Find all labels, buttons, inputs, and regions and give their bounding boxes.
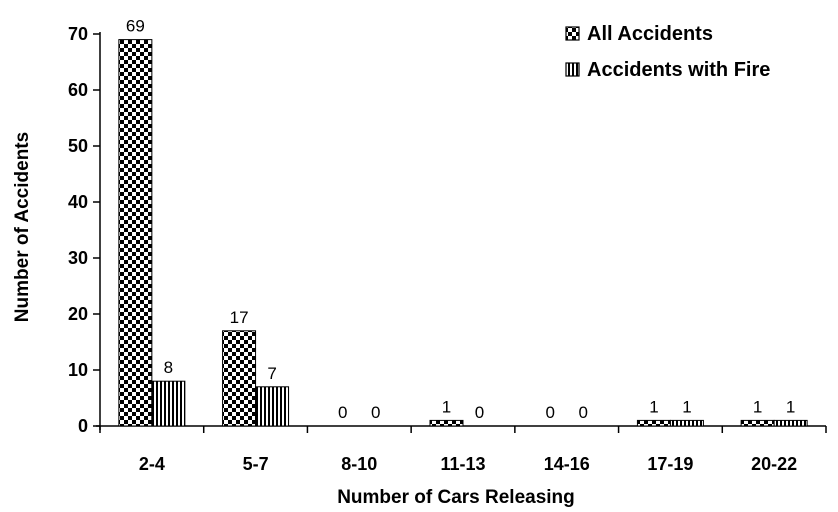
data-label: 0 [578, 403, 587, 422]
x-axis-title: Number of Cars Releasing [337, 487, 575, 508]
data-label: 7 [267, 364, 276, 383]
data-label: 1 [649, 397, 658, 416]
y-tick-label: 20 [68, 304, 88, 324]
x-tick-label: 2-4 [139, 454, 165, 474]
legend-swatch [565, 26, 580, 41]
data-label: 0 [338, 403, 347, 422]
y-tick-label: 60 [68, 80, 88, 100]
data-label: 0 [545, 403, 554, 422]
y-tick-label: 0 [78, 416, 88, 436]
bar-all-accidents [118, 39, 153, 427]
data-label: 1 [786, 397, 795, 416]
data-label: 8 [164, 358, 173, 377]
x-tick-label: 8-10 [341, 454, 377, 474]
x-tick-label: 11-13 [440, 454, 485, 474]
x-tick-label: 5-7 [243, 454, 269, 474]
y-tick-label: 50 [68, 136, 88, 156]
y-tick-label: 10 [68, 360, 88, 380]
legend: All Accidents Accidents with Fire [565, 23, 770, 81]
data-label: 1 [682, 397, 691, 416]
data-label: 69 [126, 17, 145, 36]
bar-accidents-with-fire [669, 419, 704, 427]
data-label: 0 [475, 403, 484, 422]
y-tick-label: 70 [68, 24, 88, 44]
y-axis-title: Number of Accidents [12, 132, 33, 322]
data-label: 0 [371, 403, 380, 422]
data-label: 17 [230, 308, 249, 327]
bar-all-accidents [222, 330, 257, 427]
bar-all-accidents [429, 419, 464, 427]
bar-accidents-with-fire [773, 419, 808, 427]
x-tick-label: 14-16 [544, 454, 590, 474]
bar-accidents-with-fire [255, 386, 290, 427]
y-tick-label: 40 [68, 192, 88, 212]
data-label: 1 [753, 397, 762, 416]
data-label: 1 [442, 397, 451, 416]
legend-label: Accidents with Fire [587, 59, 770, 81]
x-tick-label: 17-19 [647, 454, 693, 474]
legend-swatch [565, 62, 580, 77]
y-tick-label: 30 [68, 248, 88, 268]
bar-accidents-with-fire [151, 380, 186, 427]
bar-all-accidents [740, 419, 775, 427]
x-tick-label: 20-22 [751, 454, 797, 474]
bar-all-accidents [636, 419, 671, 427]
legend-label: All Accidents [587, 23, 713, 45]
